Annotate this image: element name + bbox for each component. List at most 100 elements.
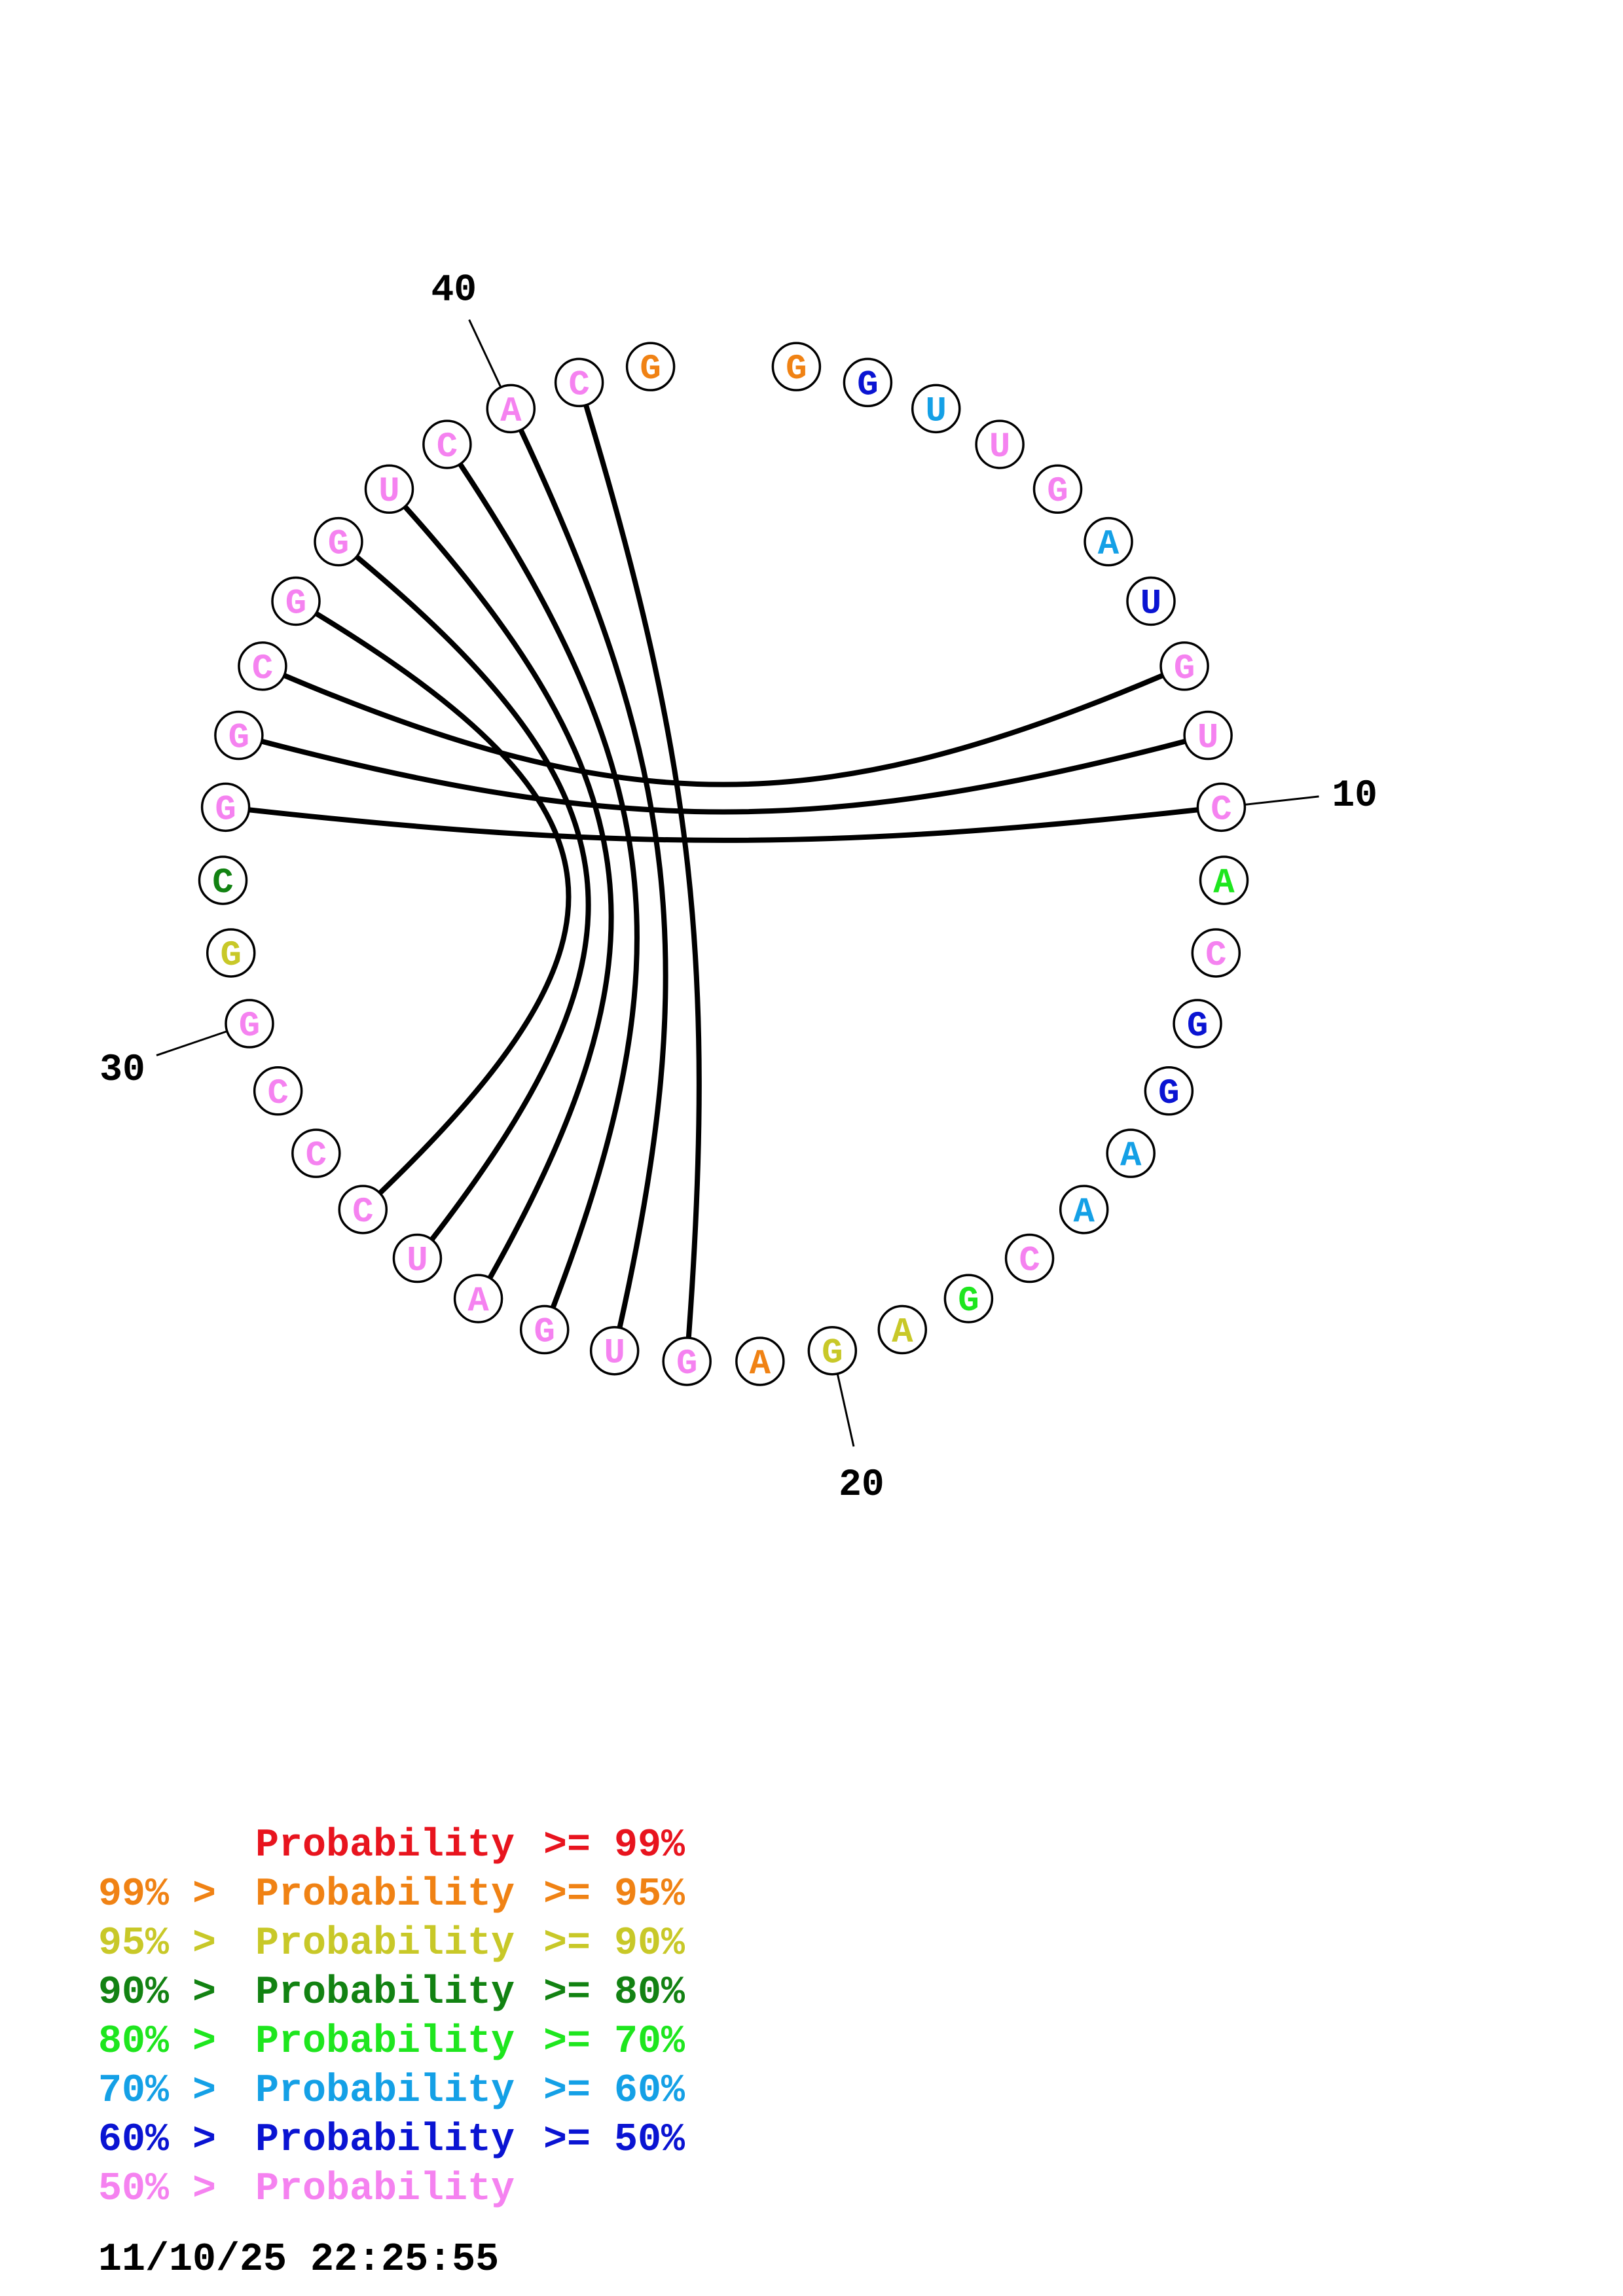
tick-label-30: 30: [100, 1049, 145, 1092]
tick-line-40: [468, 319, 502, 388]
nucleotide-letter: G: [1047, 472, 1068, 512]
nucleotide-letter: G: [857, 365, 878, 405]
nucleotide-letter: A: [500, 391, 522, 431]
nucleotide-circle: [1144, 1066, 1194, 1116]
nucleotide-34: G: [214, 710, 264, 761]
nucleotide-circle: [1183, 710, 1233, 761]
probability-legend: Probability >= 99%99% > Probability >= 95%9…: [98, 1823, 685, 2212]
nucleotide-7: U: [1126, 576, 1176, 626]
nucleotide-circle: [453, 1274, 503, 1323]
legend-label: Probability: [255, 1971, 515, 2015]
legend-prefix: 70% >: [98, 2069, 216, 2113]
nucleotide-letter: A: [750, 1344, 771, 1384]
nucleotide-20: G: [807, 1325, 858, 1376]
nucleotide-circle: [1196, 782, 1247, 833]
nucleotide-42: G: [625, 342, 676, 391]
nucleotide-circle: [1159, 641, 1209, 691]
position-ticks: 10 20 30 40: [100, 270, 1377, 1507]
nucleotide-circle: [291, 1128, 341, 1178]
nucleotide-letter: U: [604, 1334, 625, 1374]
nucleotide-letter: C: [1205, 936, 1226, 976]
nucleotide-circle: [943, 1274, 994, 1323]
legend-suffix: >= 99%: [543, 1823, 685, 1868]
pair-arc-9-34: [261, 738, 1186, 815]
nucleotide-letter: G: [215, 790, 236, 830]
pair-arc-24-39: [458, 462, 640, 1309]
legend-prefix: 80% >: [98, 2020, 216, 2064]
nucleotide-letter: G: [285, 584, 306, 624]
nucleotide-letter: U: [407, 1241, 428, 1281]
nucleotide-letter: A: [467, 1282, 489, 1321]
nucleotide-letter: G: [786, 350, 807, 389]
nucleotide-circle: [486, 384, 536, 434]
nucleotide-31: G: [206, 928, 256, 978]
nucleotide-19: A: [877, 1304, 928, 1355]
nucleotide-circle: [198, 855, 248, 905]
nucleotide-23: U: [589, 1325, 640, 1376]
legend-label: Probability: [255, 2118, 515, 2162]
nucleotide-letter: G: [328, 525, 349, 565]
nucleotide-10: C: [1196, 782, 1247, 833]
nucleotide-28: C: [291, 1128, 341, 1178]
nucleotide-1: G: [771, 342, 822, 391]
nucleotide-39: C: [422, 420, 472, 469]
legend-row-3: 90% > Probability >= 80%: [98, 1971, 685, 2015]
pair-arc-25-38: [403, 505, 614, 1280]
pair-arc-26-37: [355, 554, 591, 1242]
nucleotide-circle: [1173, 999, 1222, 1049]
nucleotide-circle: [225, 999, 274, 1049]
legend-suffix: >= 80%: [543, 1971, 685, 2015]
nucleotide-letter: G: [221, 936, 242, 976]
nucleotide-37: G: [314, 516, 363, 567]
nucleotide-circle: [1059, 1185, 1109, 1234]
timestamp: 11/10/25 22:25:55: [98, 2238, 499, 2282]
nucleotide-circle: [877, 1304, 928, 1355]
nucleotide-circle: [314, 516, 363, 567]
tick-label-20: 20: [839, 1464, 884, 1507]
pair-arc-27-36: [314, 611, 572, 1195]
nucleotide-29: C: [253, 1066, 303, 1116]
nucleotide-15: A: [1106, 1128, 1156, 1178]
nucleotide-letter: C: [352, 1193, 373, 1232]
nucleotide-letter: G: [676, 1344, 697, 1384]
nucleotide-letter: C: [1211, 790, 1231, 830]
legend-suffix: >= 70%: [543, 2020, 685, 2064]
nucleotide-circle: [807, 1325, 858, 1376]
nucleotide-8: G: [1159, 641, 1209, 691]
pair-arc-23-40: [518, 429, 668, 1329]
legend-prefix: 95% >: [98, 1922, 216, 1966]
legend-label: Probability: [255, 2020, 515, 2064]
nucleotide-25: A: [453, 1274, 503, 1323]
nucleotide-letter: G: [640, 350, 661, 389]
tick-line-20: [836, 1373, 855, 1447]
tick-line-30: [156, 1030, 228, 1056]
nucleotide-circle: [975, 420, 1025, 469]
nucleotide-letter: G: [958, 1282, 979, 1321]
legend-label: Probability: [255, 2069, 515, 2113]
pair-arc-10-33: [248, 807, 1199, 843]
nucleotide-26: U: [392, 1233, 443, 1283]
nucleotide-circle: [554, 357, 604, 408]
nucleotide-letter: G: [534, 1313, 555, 1353]
nucleotide-27: C: [338, 1185, 388, 1234]
nucleotide-12: C: [1191, 928, 1241, 978]
nucleotide-ring: G GUUGAUGUCACGGAACGAGAGUGAUCCCGGCGGCGGUCA…: [198, 342, 1249, 1386]
nucleotide-14: G: [1144, 1066, 1194, 1116]
nucleotide-letter: G: [1187, 1007, 1208, 1047]
pair-arc-8-35: [283, 673, 1164, 787]
nucleotide-40: A: [486, 384, 536, 434]
nucleotide-41: C: [554, 357, 604, 408]
nucleotide-33: G: [200, 782, 251, 833]
nucleotide-circle: [253, 1066, 303, 1116]
nucleotide-circle: [1032, 464, 1083, 514]
nucleotide-letter: A: [1098, 525, 1120, 565]
legend-prefix: 90% >: [98, 1971, 216, 2015]
nucleotide-letter: A: [1213, 863, 1235, 903]
legend-prefix: 60% >: [98, 2118, 216, 2162]
nucleotide-circle: [735, 1336, 785, 1386]
nucleotide-3: U: [911, 384, 961, 434]
nucleotide-letter: C: [437, 427, 458, 467]
nucleotide-2: G: [843, 357, 893, 408]
legend-prefix: 50% >: [98, 2167, 216, 2212]
